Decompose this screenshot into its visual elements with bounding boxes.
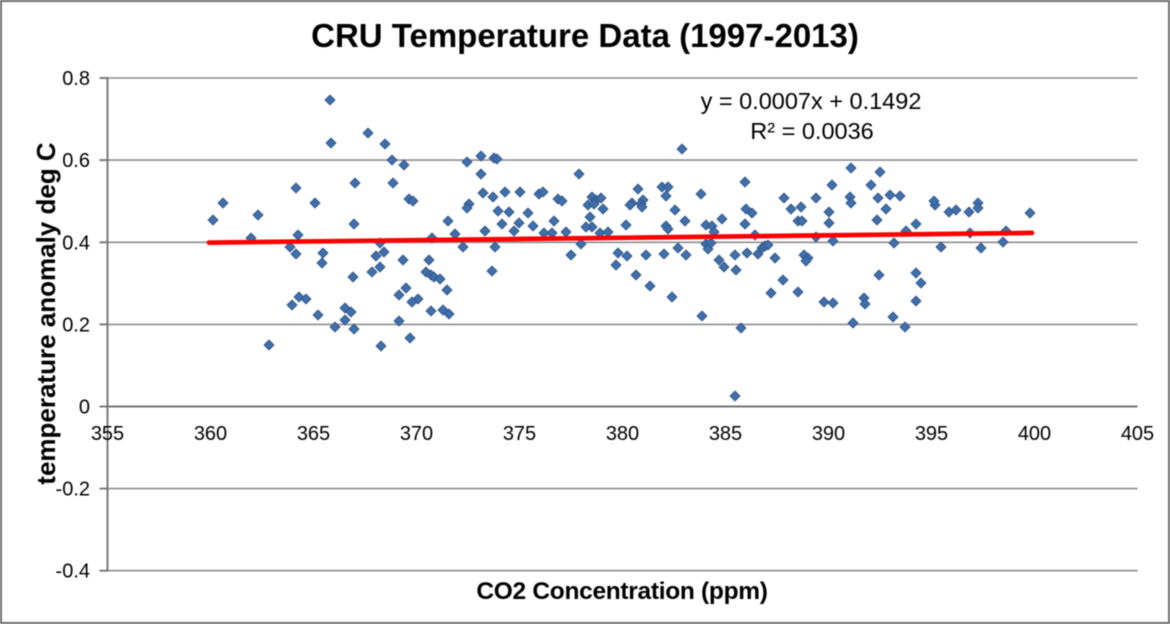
- svg-text:385: 385: [709, 423, 742, 445]
- svg-text:355: 355: [91, 423, 124, 445]
- svg-text:0.4: 0.4: [62, 232, 90, 254]
- svg-text:405: 405: [1121, 423, 1154, 445]
- svg-text:R² = 0.0036: R² = 0.0036: [750, 118, 873, 144]
- svg-text:0.8: 0.8: [62, 68, 90, 90]
- svg-text:375: 375: [503, 423, 536, 445]
- svg-text:CO2 Concentration (ppm): CO2 Concentration (ppm): [476, 578, 767, 605]
- svg-text:y = 0.0007x + 0.1492: y = 0.0007x + 0.1492: [701, 88, 922, 114]
- svg-text:0.6: 0.6: [62, 150, 90, 172]
- svg-text:0.2: 0.2: [62, 314, 90, 336]
- svg-text:temperature anomaly deg C: temperature anomaly deg C: [31, 142, 61, 485]
- svg-text:370: 370: [400, 423, 433, 445]
- svg-text:365: 365: [297, 423, 330, 445]
- svg-text:380: 380: [606, 423, 639, 445]
- svg-text:360: 360: [194, 423, 227, 445]
- svg-text:395: 395: [915, 423, 948, 445]
- svg-text:-0.2: -0.2: [56, 479, 90, 501]
- svg-text:400: 400: [1018, 423, 1051, 445]
- svg-text:390: 390: [812, 423, 845, 445]
- svg-text:CRU Temperature Data (1997-201: CRU Temperature Data (1997-2013): [311, 17, 859, 54]
- svg-text:0: 0: [79, 397, 90, 419]
- svg-text:-0.4: -0.4: [56, 561, 90, 583]
